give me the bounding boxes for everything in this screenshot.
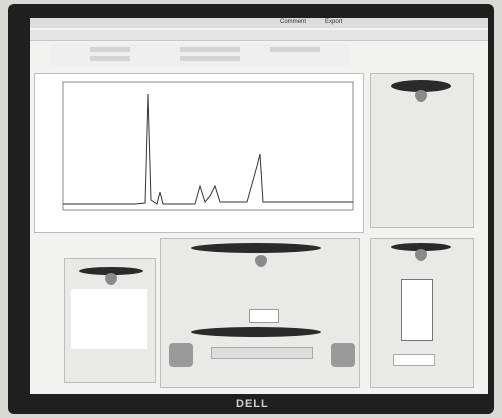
title-bar: Comment Export <box>30 18 488 28</box>
export-button[interactable]: Export <box>325 19 342 25</box>
injector-panel <box>160 238 360 388</box>
detector-panel <box>370 238 474 388</box>
chromatogram <box>35 74 363 232</box>
pump-panel <box>64 258 156 383</box>
screen: Comment Export <box>30 18 488 394</box>
vial-panel <box>370 73 474 228</box>
comment-button[interactable]: Comment <box>280 19 306 25</box>
valve-left[interactable] <box>169 343 193 367</box>
run-info <box>50 44 350 66</box>
bezel-logo: DELL <box>236 398 269 410</box>
monitor: Comment Export <box>8 4 494 414</box>
tab-bar <box>30 30 488 41</box>
chromatogram-panel <box>34 73 364 233</box>
plot-frame <box>63 82 353 210</box>
valve-right[interactable] <box>331 343 355 367</box>
